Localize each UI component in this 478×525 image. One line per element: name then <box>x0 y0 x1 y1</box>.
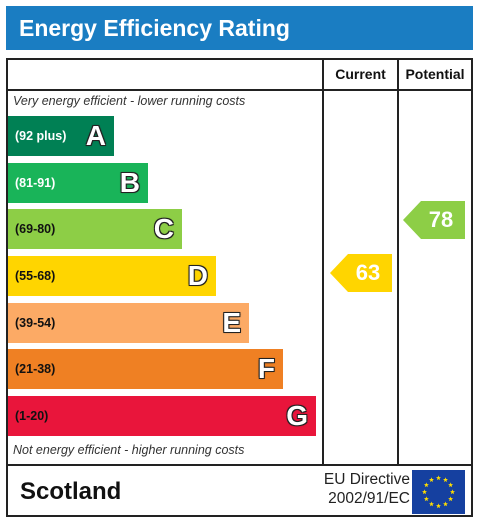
rating-table <box>6 58 473 517</box>
eu-flag-icon <box>412 470 465 514</box>
band-b: (81-91) B <box>8 163 148 203</box>
footer-divider <box>6 464 473 466</box>
band-range-label: (21-38) <box>15 362 56 376</box>
country-label: Scotland <box>20 478 122 505</box>
band-a: (92 plus) A <box>8 116 114 156</box>
page-title: Energy Efficiency Rating <box>6 6 473 50</box>
band-letter: D <box>187 260 208 291</box>
eu-star-icon <box>423 496 429 502</box>
band-letter: B <box>119 167 140 198</box>
eu-star-icon <box>429 501 434 507</box>
band-letter: A <box>85 120 106 151</box>
eu-star-icon <box>443 477 448 482</box>
column-divider-potential <box>397 58 399 466</box>
eu-star-icon <box>423 482 429 488</box>
band-letter: G <box>286 400 308 431</box>
band-d: (55-68) D <box>8 256 216 296</box>
eu-star-icon <box>448 482 454 488</box>
eu-directive-line2: 2002/91/EC <box>328 490 410 507</box>
column-header-current: Current <box>335 66 386 82</box>
eu-star-icon <box>436 503 441 509</box>
eu-star-icon <box>436 475 441 481</box>
band-c: (69-80) C <box>8 209 182 249</box>
eu-directive-label: EU Directive 2002/91/EC <box>300 470 410 508</box>
band-letter: C <box>153 213 174 244</box>
eu-star-icon <box>450 489 455 495</box>
band-range-label: (92 plus) <box>15 129 67 143</box>
column-header-potential: Potential <box>405 66 465 82</box>
eu-star-icon <box>448 496 454 502</box>
eu-star-icon <box>429 477 434 482</box>
band-g: (1-20) G <box>8 396 316 436</box>
band-range-label: (69-80) <box>15 222 56 236</box>
eu-star-icon <box>443 501 448 507</box>
band-e: (39-54) E <box>8 303 249 343</box>
header-divider <box>6 89 473 91</box>
band-range-label: (81-91) <box>15 176 56 190</box>
note-efficient: Very energy efficient - lower running co… <box>13 94 246 108</box>
column-divider-current <box>322 58 324 466</box>
band-range-label: (1-20) <box>15 409 49 423</box>
band-f: (21-38) F <box>8 349 283 389</box>
band-letter: F <box>257 353 275 384</box>
band-letter: E <box>222 307 241 338</box>
note-inefficient: Not energy efficient - higher running co… <box>13 443 245 457</box>
eu-star-icon <box>422 489 427 495</box>
eu-directive-line1: EU Directive <box>323 471 410 488</box>
band-range-label: (39-54) <box>15 316 56 330</box>
band-range-label: (55-68) <box>15 269 56 283</box>
